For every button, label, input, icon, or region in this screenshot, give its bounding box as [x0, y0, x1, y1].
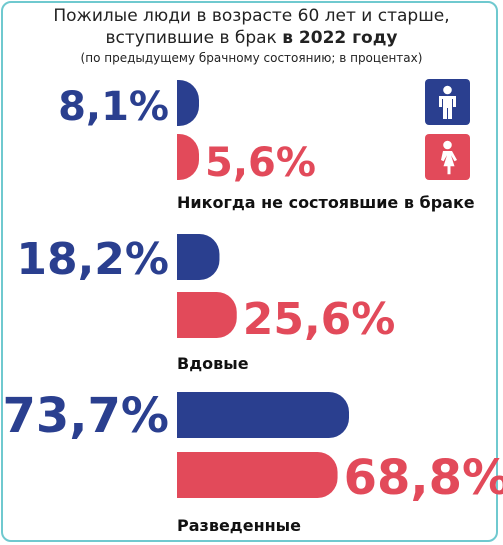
- category-label-0: Никогда не состоявшие в браке: [177, 193, 475, 212]
- title-line2-text: вступившие в брак: [105, 28, 283, 48]
- category-label-1: Вдовые: [177, 354, 249, 373]
- title-year: в 2022 году: [282, 28, 398, 48]
- bar-female-2: [177, 452, 338, 498]
- bar-male-2: [177, 392, 349, 438]
- value-label-male-1: 18,2%: [16, 234, 169, 285]
- chart-title-line2: вступившие в брак в 2022 году: [0, 28, 503, 48]
- value-label-male-2: 73,7%: [2, 388, 169, 444]
- bar-female-0: [177, 134, 199, 180]
- value-label-female-0: 5,6%: [205, 140, 316, 186]
- bar-male-1: [177, 234, 220, 280]
- bar-male-0: [177, 80, 199, 126]
- female-person-icon: [441, 140, 457, 175]
- male-person-icon: [439, 85, 456, 119]
- legend-female: [425, 134, 470, 180]
- category-label-2: Разведенные: [177, 516, 301, 535]
- legend-male: [425, 79, 470, 125]
- bar-female-1: [177, 292, 237, 338]
- value-label-female-1: 25,6%: [243, 294, 396, 345]
- value-label-female-2: 68,8%: [344, 450, 503, 506]
- chart-subtitle: (по предыдущему брачному состоянию; в пр…: [80, 51, 423, 65]
- value-label-male-0: 8,1%: [58, 84, 169, 130]
- chart-title-line1: Пожилые люди в возрасте 60 лет и старше,: [53, 6, 450, 26]
